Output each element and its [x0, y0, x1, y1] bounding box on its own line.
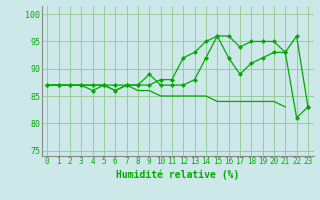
X-axis label: Humidité relative (%): Humidité relative (%)	[116, 169, 239, 180]
